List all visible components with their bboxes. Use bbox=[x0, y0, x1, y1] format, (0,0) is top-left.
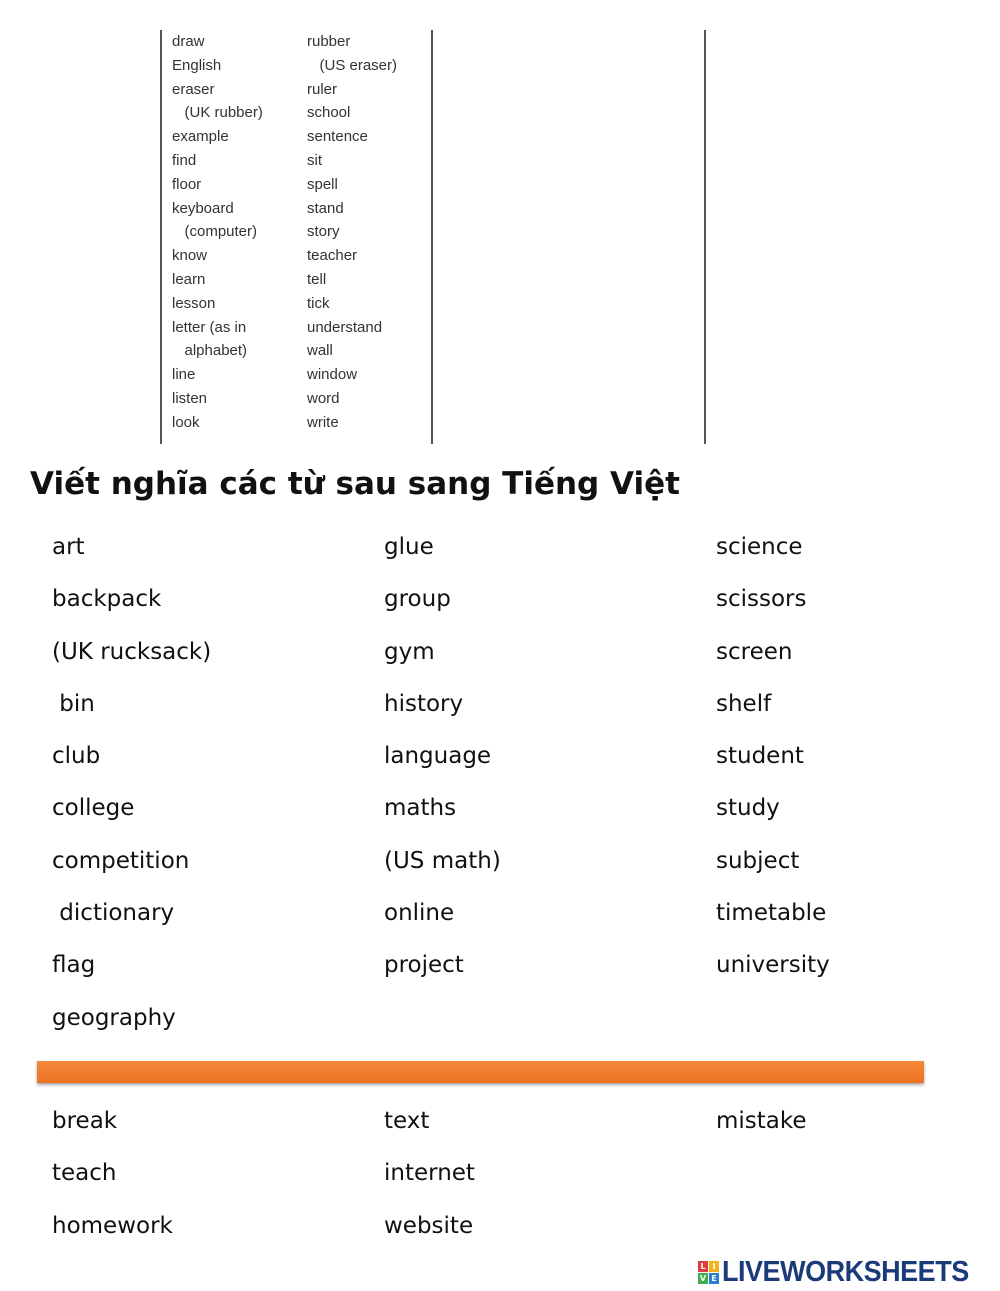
word-item: science bbox=[716, 534, 803, 560]
word-item: draw bbox=[172, 33, 205, 50]
word-item: teach bbox=[52, 1160, 117, 1187]
word-item: project bbox=[384, 952, 464, 979]
word-item: rubber bbox=[307, 33, 351, 50]
logo-text: LIVEWORKSHEETS bbox=[722, 1256, 969, 1288]
word-item: maths bbox=[384, 795, 457, 822]
page-title: Viết nghĩa các từ sau sang Tiếng Việt bbox=[30, 466, 680, 502]
word-item: history bbox=[384, 690, 464, 717]
word-list-left-column: draw English eraser (UK rubber) example find… bbox=[172, 30, 263, 435]
table-border-left bbox=[160, 30, 162, 444]
word-item: (computer) bbox=[172, 223, 258, 241]
word-item: homework bbox=[52, 1212, 173, 1239]
word-item: subject bbox=[716, 847, 800, 874]
word-item: school bbox=[307, 104, 351, 122]
word-item: keyboard bbox=[172, 199, 234, 217]
word-item: understand bbox=[307, 318, 383, 336]
word-item: website bbox=[384, 1212, 474, 1239]
logo-badge-icon: L I V E bbox=[698, 1261, 719, 1284]
word-item: look bbox=[172, 413, 200, 431]
word-item: alphabet) bbox=[172, 342, 248, 360]
logo-badge-letter: L bbox=[698, 1261, 708, 1272]
word-item: student bbox=[716, 743, 804, 770]
word-item: break bbox=[52, 1108, 118, 1134]
word-list-right-column: rubber (US eraser) ruler school sentence sit… bbox=[307, 30, 397, 435]
word-item: gym bbox=[384, 638, 435, 665]
section1-column-1: art backpack (UK rucksack) bin club college c… bbox=[52, 532, 211, 1055]
word-item: word bbox=[307, 389, 340, 407]
word-item: dictionary bbox=[52, 900, 175, 927]
word-item: line bbox=[172, 366, 196, 384]
word-item: club bbox=[52, 743, 101, 770]
word-item: geography bbox=[52, 1004, 176, 1031]
word-item: spell bbox=[307, 175, 338, 193]
word-item: letter (as in bbox=[172, 318, 247, 336]
word-item: glue bbox=[384, 534, 434, 560]
word-item: group bbox=[384, 586, 451, 613]
word-item: wall bbox=[307, 342, 333, 360]
word-item: text bbox=[384, 1108, 430, 1134]
word-item: flag bbox=[52, 952, 96, 979]
word-item: tick bbox=[307, 294, 330, 312]
word-item: timetable bbox=[716, 900, 827, 927]
word-item: mistake bbox=[716, 1108, 807, 1134]
section1-column-2: glue group gym history language maths (US math… bbox=[384, 532, 501, 1003]
word-item: floor bbox=[172, 175, 202, 193]
word-item: study bbox=[716, 795, 780, 822]
section2-column-3: mistake bbox=[716, 1106, 807, 1158]
word-item: lesson bbox=[172, 294, 216, 312]
word-item: ruler bbox=[307, 80, 338, 98]
word-item: language bbox=[384, 743, 492, 770]
word-item: write bbox=[307, 413, 339, 431]
word-item: example bbox=[172, 128, 229, 146]
word-item: learn bbox=[172, 270, 206, 288]
word-item: internet bbox=[384, 1160, 475, 1187]
word-item: scissors bbox=[716, 586, 807, 613]
section2-column-2: text internet website bbox=[384, 1106, 475, 1263]
section2-column-1: break teach homework bbox=[52, 1106, 173, 1263]
word-item: tell bbox=[307, 270, 327, 288]
word-item: (US eraser) bbox=[307, 56, 398, 74]
section1-column-3: science scissors screen shelf student study su… bbox=[716, 532, 830, 1003]
liveworksheets-logo: L I V E LIVEWORKSHEETS bbox=[698, 1256, 987, 1289]
word-item: sentence bbox=[307, 128, 368, 146]
logo-badge-letter: E bbox=[709, 1273, 719, 1284]
word-item: screen bbox=[716, 638, 793, 665]
table-border-middle bbox=[431, 30, 433, 444]
word-item: know bbox=[172, 247, 208, 265]
word-item: online bbox=[384, 900, 455, 927]
word-item: story bbox=[307, 223, 340, 241]
word-item: college bbox=[52, 795, 135, 822]
word-item: art bbox=[52, 534, 85, 560]
logo-badge-letter: V bbox=[698, 1273, 708, 1284]
word-item: teacher bbox=[307, 247, 358, 265]
table-border-right bbox=[704, 30, 706, 444]
word-item: (UK rucksack) bbox=[52, 638, 212, 665]
word-item: backpack bbox=[52, 586, 162, 613]
word-item: (UK rubber) bbox=[172, 104, 263, 122]
word-item: university bbox=[716, 952, 830, 979]
word-item: eraser bbox=[172, 80, 215, 98]
word-item: window bbox=[307, 366, 358, 384]
logo-badge-letter: I bbox=[709, 1261, 719, 1272]
word-item: sit bbox=[307, 151, 322, 169]
word-item: English bbox=[172, 56, 222, 74]
word-item: shelf bbox=[716, 690, 772, 717]
word-item: bin bbox=[52, 690, 95, 717]
word-item: (US math) bbox=[384, 847, 501, 874]
word-item: competition bbox=[52, 847, 190, 874]
orange-divider bbox=[37, 1061, 924, 1083]
word-item: listen bbox=[172, 389, 208, 407]
word-item: find bbox=[172, 151, 197, 169]
word-item: stand bbox=[307, 199, 344, 217]
